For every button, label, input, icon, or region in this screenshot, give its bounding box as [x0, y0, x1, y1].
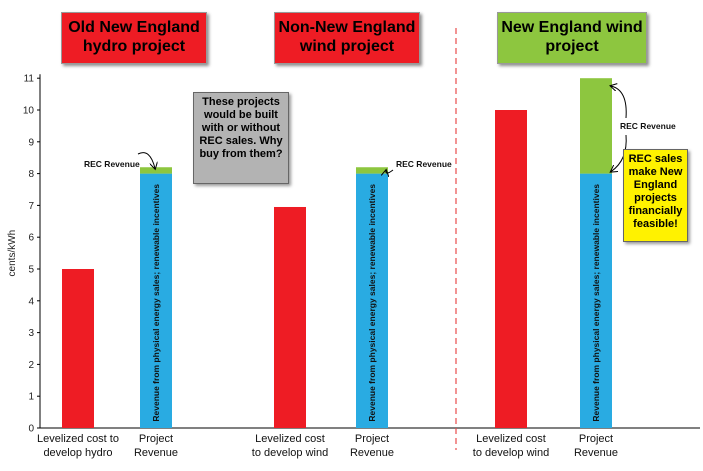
title-non-ne-wind: Non-New England wind project [274, 12, 420, 64]
bar-cost [274, 206, 306, 428]
y-tick-label: 7 [28, 201, 34, 212]
y-tick-label: 9 [28, 137, 34, 148]
rec-arrow [386, 170, 394, 173]
rec-revenue-label: REC Revenue [620, 121, 676, 131]
y-axis-label: cents/kWh [7, 230, 18, 277]
x-category-label: Project [139, 433, 173, 445]
title-non-ne-wind-text: Non-New England wind project [278, 19, 416, 55]
title-old-ne-hydro: Old New England hydro project [61, 12, 207, 64]
y-tick-label: 1 [28, 392, 34, 403]
rec-arrow-up [611, 86, 627, 119]
note-yellow-box: REC sales make New England projects fina… [623, 149, 688, 242]
x-category-label: Levelized cost [255, 433, 325, 445]
x-category-label: Revenue [350, 447, 394, 459]
x-category-label: to develop wind [252, 447, 328, 459]
x-category-label: Project [579, 433, 613, 445]
bar-revenue-physical [580, 173, 612, 428]
y-tick-label: 5 [28, 265, 34, 276]
title-old-ne-hydro-text: Old New England hydro project [68, 19, 200, 55]
bar-cost [495, 110, 527, 428]
y-tick-label: 6 [28, 233, 34, 244]
y-tick-label: 4 [28, 296, 34, 307]
bar-cost [62, 269, 94, 428]
chart-bars [62, 78, 612, 428]
bar-rec [140, 167, 172, 174]
y-tick-label: 3 [28, 328, 34, 339]
x-category-label: Levelized cost to [37, 433, 119, 445]
title-ne-wind-text: New England wind project [501, 19, 643, 55]
rec-revenue-label: REC Revenue [84, 159, 140, 169]
title-ne-wind: New England wind project [497, 12, 647, 64]
bar-rec [356, 167, 388, 174]
y-tick-label: 10 [23, 106, 35, 117]
x-category-label: Revenue [574, 447, 618, 459]
y-tick-label: 2 [28, 360, 34, 371]
bar-rec [580, 78, 612, 174]
chart-labels: Revenue from physical energy sales; rene… [37, 86, 676, 459]
y-tick-label: 0 [28, 424, 34, 435]
y-tick-label: 11 [24, 74, 35, 85]
x-category-label: Project [355, 433, 389, 445]
rec-revenue-label: REC Revenue [396, 159, 452, 169]
note-gray-box: These projects would be built with or wi… [193, 92, 289, 184]
rec-arrow [137, 152, 155, 169]
bar-revenue-physical [356, 173, 388, 428]
x-category-label: develop hydro [43, 447, 112, 459]
x-category-label: Revenue [134, 447, 178, 459]
bar-inside-label: Revenue from physical energy sales; rene… [591, 184, 601, 422]
bar-inside-label: Revenue from physical energy sales; rene… [151, 184, 161, 422]
bar-revenue-physical [140, 173, 172, 428]
y-tick-label: 8 [28, 169, 34, 180]
note-gray-text: These projects would be built with or wi… [199, 96, 283, 160]
note-yellow-text: REC sales make New England projects fina… [628, 153, 683, 230]
x-category-label: Levelized cost [476, 433, 546, 445]
bar-inside-label: Revenue from physical energy sales; rene… [367, 184, 377, 422]
x-category-label: to develop wind [473, 447, 549, 459]
